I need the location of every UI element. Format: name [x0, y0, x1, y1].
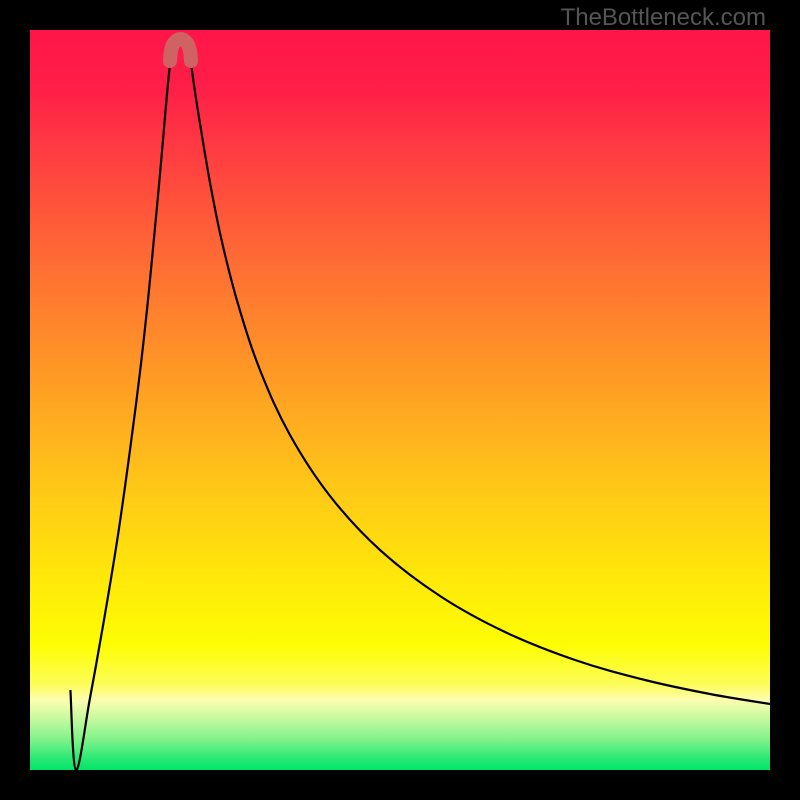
chart-frame: TheBottleneck.com — [0, 0, 800, 800]
watermark-text: TheBottleneck.com — [561, 4, 766, 32]
plot-background — [30, 30, 770, 770]
bottleneck-chart — [0, 0, 800, 800]
